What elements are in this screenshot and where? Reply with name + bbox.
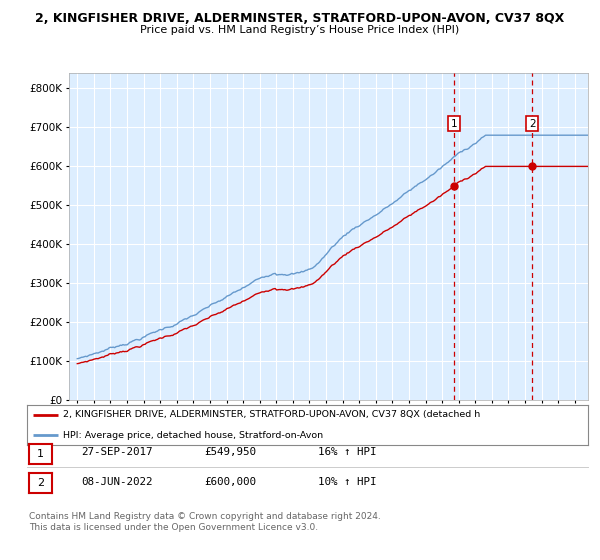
Text: 08-JUN-2022: 08-JUN-2022 xyxy=(81,477,152,487)
Text: £600,000: £600,000 xyxy=(204,477,256,487)
Text: 2: 2 xyxy=(529,119,536,128)
Text: HPI: Average price, detached house, Stratford-on-Avon: HPI: Average price, detached house, Stra… xyxy=(64,431,323,440)
Text: 10% ↑ HPI: 10% ↑ HPI xyxy=(318,477,377,487)
Text: 2, KINGFISHER DRIVE, ALDERMINSTER, STRATFORD-UPON-AVON, CV37 8QX: 2, KINGFISHER DRIVE, ALDERMINSTER, STRAT… xyxy=(35,12,565,25)
Text: 2, KINGFISHER DRIVE, ALDERMINSTER, STRATFORD-UPON-AVON, CV37 8QX (detached h: 2, KINGFISHER DRIVE, ALDERMINSTER, STRAT… xyxy=(64,410,481,419)
Text: 2: 2 xyxy=(37,478,44,488)
Text: 16% ↑ HPI: 16% ↑ HPI xyxy=(318,447,377,458)
Text: Contains HM Land Registry data © Crown copyright and database right 2024.
This d: Contains HM Land Registry data © Crown c… xyxy=(29,512,380,532)
Text: 1: 1 xyxy=(37,449,44,459)
Text: Price paid vs. HM Land Registry’s House Price Index (HPI): Price paid vs. HM Land Registry’s House … xyxy=(140,25,460,35)
Text: 27-SEP-2017: 27-SEP-2017 xyxy=(81,447,152,458)
Text: £549,950: £549,950 xyxy=(204,447,256,458)
Text: 1: 1 xyxy=(451,119,458,128)
